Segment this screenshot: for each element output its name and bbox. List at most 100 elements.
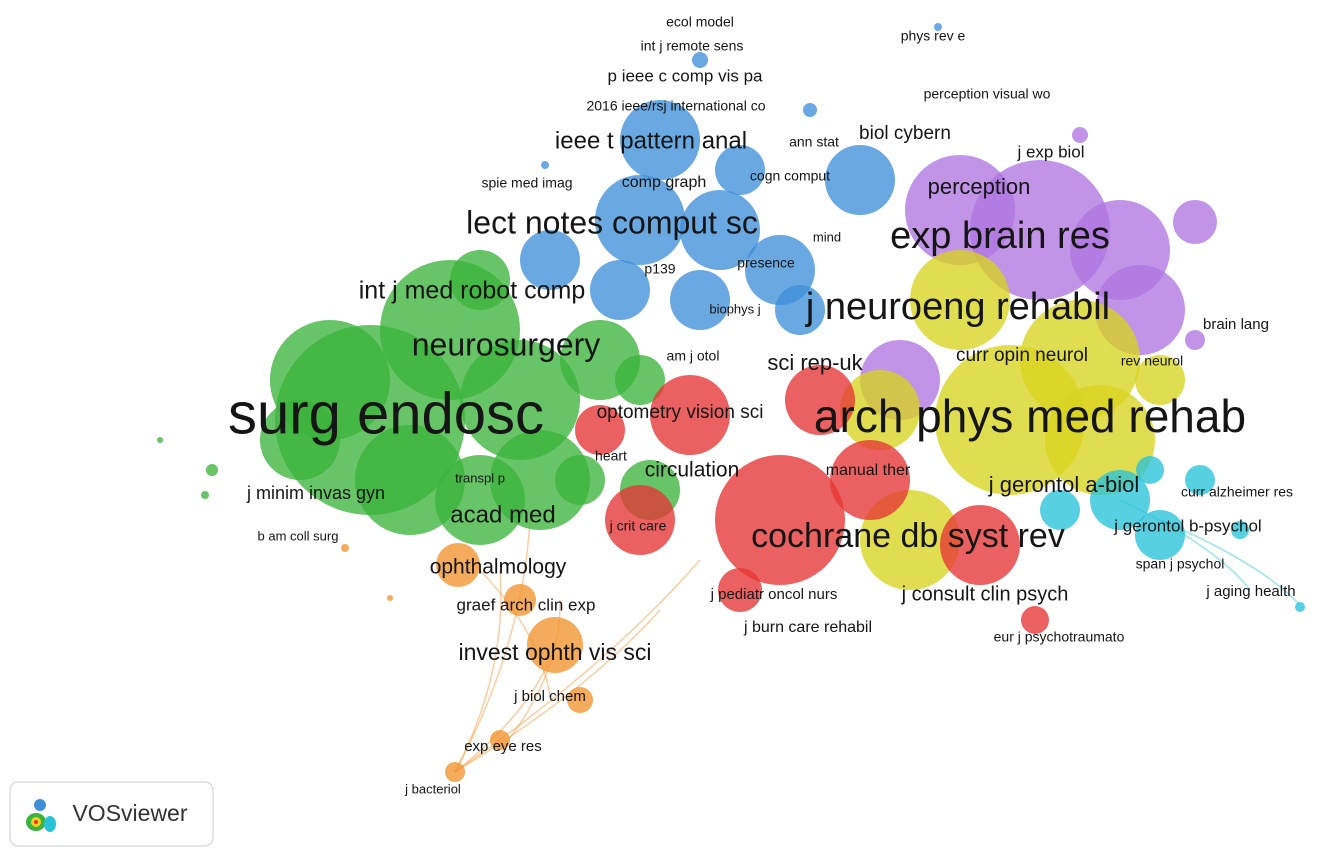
node-bubble <box>615 355 665 405</box>
edge <box>502 599 561 748</box>
node-bubble <box>595 175 685 265</box>
logo-icon <box>34 799 46 811</box>
node-label: ophthalmology <box>430 556 567 579</box>
bubbles <box>157 23 1305 782</box>
node-label: exp eye res <box>464 738 542 755</box>
node-label: brain lang <box>1203 316 1269 333</box>
node-label: curr opin neurol <box>956 345 1088 366</box>
logo-icon <box>34 820 38 824</box>
node-bubble <box>575 405 625 455</box>
node-bubble <box>803 103 817 117</box>
node-label: int j remote sens <box>641 38 744 54</box>
node-bubble <box>520 230 580 290</box>
node-bubble <box>1295 602 1305 612</box>
node-bubble <box>1231 521 1249 539</box>
node-bubble <box>1045 385 1155 495</box>
node-bubble <box>1135 355 1185 405</box>
logo[interactable]: VOSviewer <box>9 781 214 847</box>
logo-text: VOSviewer <box>72 800 187 826</box>
node-bubble <box>692 52 708 68</box>
node-bubble <box>940 505 1020 585</box>
node-label: presence <box>737 255 795 271</box>
node-label: biophys j <box>709 301 760 316</box>
node-label: j exp biol <box>1016 142 1084 161</box>
node-bubble <box>1173 200 1217 244</box>
node-label: neurosurgery <box>412 326 601 362</box>
node-bubble <box>715 455 845 585</box>
node-bubble <box>910 250 1010 350</box>
node-bubble <box>436 543 480 587</box>
node-label: comp graph <box>622 174 707 191</box>
node-bubble <box>567 687 593 713</box>
node-bubble <box>605 485 675 555</box>
node-bubble <box>1185 330 1205 350</box>
node-bubble <box>670 270 730 330</box>
edge <box>469 559 551 698</box>
node-label: eur j psychotraumato <box>994 629 1125 645</box>
node-label: p ieee c comp vis pa <box>608 66 764 85</box>
node-label: cogn comput <box>750 168 830 184</box>
node-label: j bacteriol <box>404 781 461 796</box>
node-bubble <box>541 161 549 169</box>
node-bubble <box>620 100 700 180</box>
node-label: circulation <box>645 459 740 482</box>
node-label: p139 <box>644 261 675 277</box>
node-label: arch phys med rehab <box>814 390 1246 442</box>
node-bubble <box>934 23 942 31</box>
node-bubble <box>650 375 730 455</box>
node-label: sci rep-uk <box>767 350 863 375</box>
node-label: optometry vision sci <box>597 402 764 423</box>
node-label: perception visual wo <box>924 86 1051 102</box>
node-bubble <box>555 455 605 505</box>
node-bubble <box>450 250 510 310</box>
node-bubble <box>1090 470 1150 530</box>
node-label: j gerontol a-biol <box>988 472 1139 497</box>
node-label: b am coll surg <box>258 528 339 543</box>
logo-box[interactable] <box>9 781 214 847</box>
node-label: ann stat <box>789 134 839 150</box>
node-label: j consult clin psych <box>901 583 1069 605</box>
node-label: j pediatr oncol nurs <box>710 586 838 603</box>
node-label: exp brain res <box>890 215 1110 257</box>
node-bubble <box>157 437 163 443</box>
node-label: ecol model <box>666 14 734 30</box>
node-bubble <box>527 617 583 673</box>
node-label: 2016 ieee/rsj international co <box>586 98 765 114</box>
node-label: j burn care rehabil <box>743 619 872 636</box>
node-bubble <box>1136 456 1164 484</box>
node-label: spie med imag <box>481 175 572 191</box>
node-label: rev neurol <box>1121 353 1183 369</box>
node-bubble <box>825 145 895 215</box>
node-bubble <box>680 190 760 270</box>
node-label: graef arch clin exp <box>457 595 596 614</box>
node-label: heart <box>595 448 627 464</box>
node-bubble <box>715 145 765 195</box>
node-bubble <box>775 285 825 335</box>
labels: ecol model int j remote sens phys rev e p i… <box>228 14 1296 797</box>
node-label: j neuroeng rehabil <box>805 286 1110 328</box>
node-bubble <box>1021 606 1049 634</box>
node-bubble <box>201 491 209 499</box>
node-label: int j med robot comp <box>359 277 586 305</box>
node-label: acad med <box>450 501 555 528</box>
node-bubble <box>504 584 536 616</box>
node-bubble <box>387 595 393 601</box>
node-bubble <box>718 568 762 612</box>
node-bubble <box>840 370 920 450</box>
node-label: am j otol <box>667 348 720 364</box>
edge <box>454 519 531 773</box>
node-bubble <box>355 425 465 535</box>
node-label: lect notes comput sc <box>466 204 758 240</box>
node-bubble <box>905 155 1015 265</box>
node-bubble <box>260 400 340 480</box>
node-bubble <box>1185 465 1215 495</box>
node-label: manual ther <box>826 462 911 479</box>
node-label: phys rev e <box>901 28 966 44</box>
node-bubble <box>1040 490 1080 530</box>
node-label: perception <box>928 174 1031 199</box>
edge <box>454 569 502 773</box>
node-label: ieee t pattern anal <box>555 127 747 154</box>
node-label: transpl p <box>455 470 505 485</box>
node-label: j biol chem <box>513 688 586 705</box>
